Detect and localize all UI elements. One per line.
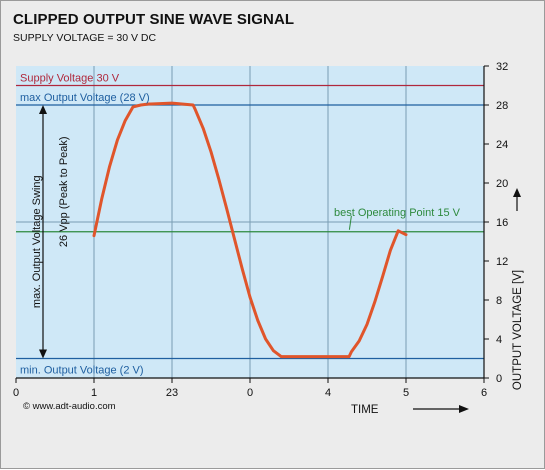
operating-point-pointer — [348, 215, 352, 230]
y-tick-label: 12 — [496, 256, 508, 268]
ref-label-best: best Operating Point 15 V — [334, 207, 461, 219]
arrow-up-icon — [39, 105, 47, 114]
ref-label-min: min. Output Voltage (2 V) — [20, 365, 144, 377]
y-tick-label: 4 — [496, 334, 502, 346]
x-tick-label: 5 — [403, 387, 409, 399]
ref-label-supply: Supply Voltage 30 V — [20, 73, 120, 85]
y-arrow-head — [513, 188, 521, 197]
y-tick-label: 20 — [496, 178, 508, 190]
x-tick-label: 1 — [91, 387, 97, 399]
x-tick-label: 0 — [247, 387, 253, 399]
swing-label-line2: 26 Vpp (Peak to Peak) — [58, 136, 70, 247]
x-tick-label: 6 — [481, 387, 487, 399]
copyright-text: © www.adt-audio.com — [23, 401, 116, 412]
swing-label-line1: max. Output Voltage Swing — [31, 175, 43, 308]
y-tick-label: 16 — [496, 217, 508, 229]
y-axis-label: OUTPUT VOLTAGE [V] — [512, 270, 524, 390]
y-tick-label: 24 — [496, 139, 508, 151]
ref-label-max: max Output Voltage (28 V) — [20, 92, 150, 104]
x-arrow-head — [459, 405, 469, 413]
arrow-down-icon — [39, 349, 47, 359]
x-tick-label: 0 — [13, 387, 19, 399]
x-axis-arrow-icon — [413, 405, 469, 413]
y-tick-label: 28 — [496, 100, 508, 112]
chart-subtitle: SUPPLY VOLTAGE = 30 V DC — [13, 32, 157, 44]
signal-curve — [92, 101, 408, 359]
x-tick-label: 4 — [325, 387, 331, 399]
x-tick-label: 23 — [166, 387, 178, 399]
chart-title: CLIPPED OUTPUT SINE WAVE SIGNAL — [13, 11, 295, 28]
y-tick-label: 8 — [496, 295, 502, 307]
signal-series — [92, 101, 408, 359]
y-tick-label: 0 — [496, 373, 502, 385]
grid-lines — [16, 66, 484, 378]
y-tick-label: 32 — [496, 61, 508, 73]
y-axis-arrow-icon — [513, 188, 521, 211]
swing-annotation — [39, 105, 47, 359]
x-axis-label: TIME — [351, 404, 379, 416]
